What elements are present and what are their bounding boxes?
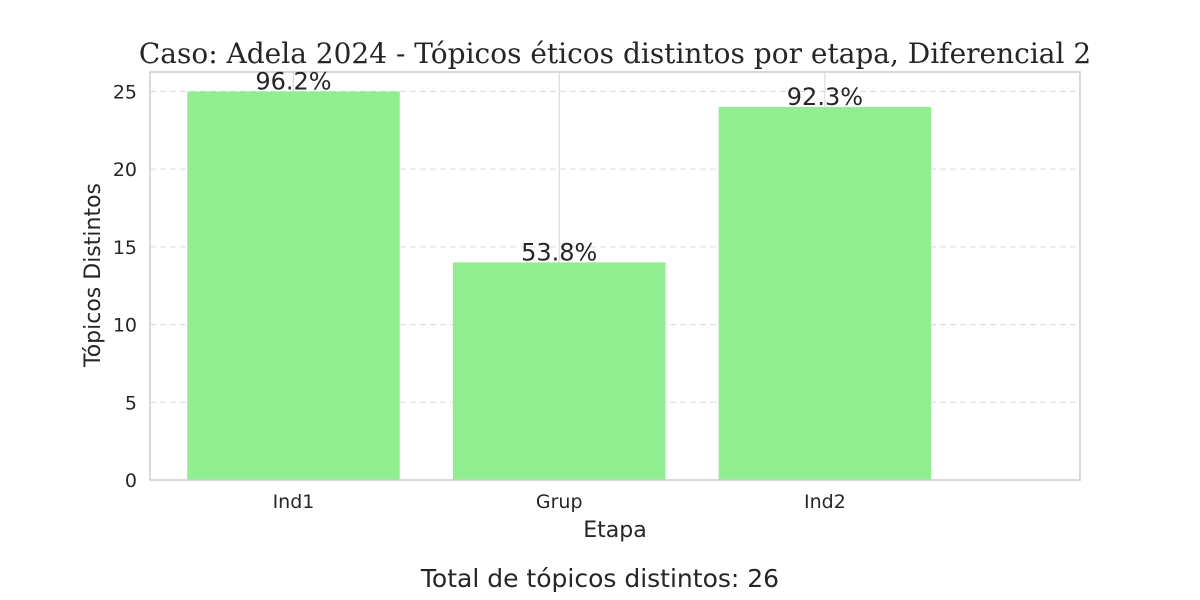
x-tick-label: Grup: [536, 491, 583, 513]
y-tick-label: 5: [125, 392, 137, 414]
data-labels: 96.2% 53.8% 92.3%: [255, 67, 863, 266]
y-tick-label: 20: [113, 159, 137, 181]
x-tick-label: Ind2: [804, 491, 846, 513]
y-tick-label: 0: [125, 470, 137, 492]
chart-title: Caso: Adela 2024 - Tópicos éticos distin…: [139, 37, 1091, 70]
y-tick-label: 25: [113, 81, 137, 103]
bar-grup: [452, 262, 666, 480]
x-tick-label: Ind1: [273, 491, 315, 513]
bar-ind1: [187, 91, 400, 480]
bar-data-label: 92.3%: [787, 83, 863, 111]
y-tick-label: 10: [113, 315, 137, 337]
tick-labels: 0 5 10 15 20 25 Ind1 Grup Ind2: [113, 81, 846, 513]
footer-total-text: Total de tópicos distintos: 26: [420, 564, 779, 593]
bar-data-label: 53.8%: [521, 238, 597, 266]
y-axis-label: Tópicos Distintos: [81, 183, 106, 368]
bar-data-label: 96.2%: [255, 67, 331, 95]
y-tick-label: 15: [113, 237, 137, 259]
bar-ind2: [718, 106, 932, 480]
plot-frame: [149, 71, 1081, 481]
x-axis-label: Etapa: [583, 518, 646, 543]
bars: [187, 91, 932, 480]
